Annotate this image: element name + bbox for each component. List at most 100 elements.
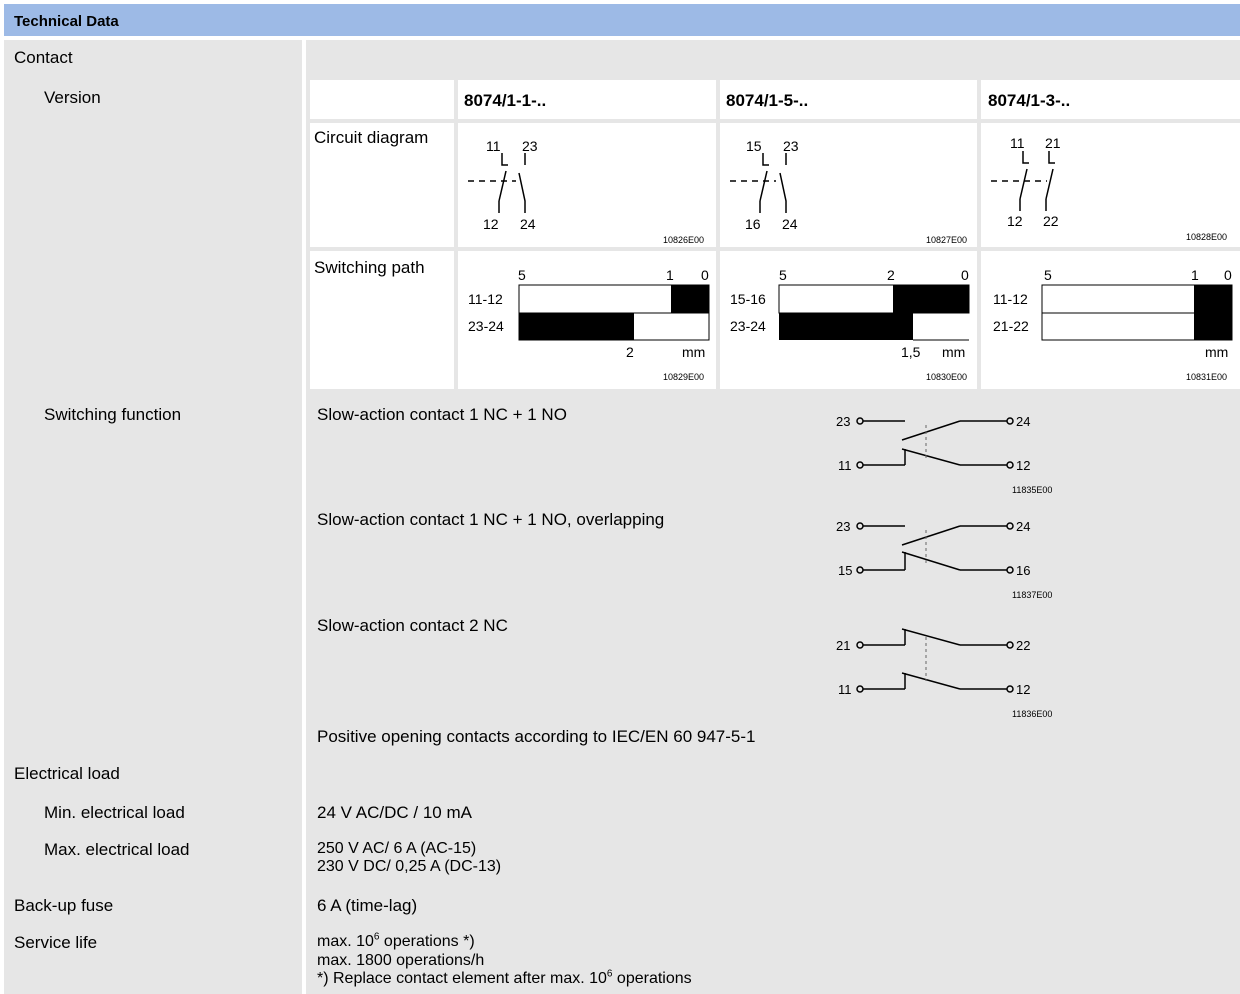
min-load-value: 24 V AC/DC / 10 mA	[317, 803, 472, 822]
circuit-3-top-b: 21	[1045, 135, 1061, 151]
function-2-code: 11837E00	[1012, 590, 1052, 600]
function-3-bottom-right: 12	[1016, 682, 1030, 697]
version-cell-1: 8074/1-1-..	[458, 80, 716, 119]
circuit-1-top-a: 11	[486, 138, 501, 154]
function-diagram-2: 23 24 15 16 11837E00	[836, 519, 1052, 600]
service-life-1-pre: max. 10	[317, 933, 374, 950]
section-title: Technical Data	[14, 13, 119, 30]
circuit-cell-1	[458, 123, 716, 247]
path-2-tick-b: 2	[887, 267, 895, 283]
circuit-1-bottom-b: 24	[520, 216, 536, 232]
circuit-diagram-3: 11 21 12 22 10828E00	[991, 135, 1227, 242]
label-service-life: Service life	[14, 933, 98, 952]
function-3-top-right: 22	[1016, 638, 1030, 653]
label-backup-fuse: Back-up fuse	[14, 896, 114, 915]
label-min-load: Min. electrical load	[44, 803, 185, 822]
path-3-tick-a: 5	[1044, 267, 1052, 283]
version-2: 8074/1-5-..	[726, 91, 809, 110]
section-header: Technical Data	[4, 4, 1240, 36]
circuit-3-bottom-b: 22	[1043, 213, 1059, 229]
function-2-text: Slow-action contact 1 NC + 1 NO, overlap…	[317, 510, 665, 529]
path-3-code: 10831E00	[1186, 372, 1227, 382]
function-2-top-right: 24	[1016, 519, 1030, 534]
path-2-code: 10830E00	[926, 372, 967, 382]
service-life-3-sup: 6	[606, 968, 613, 980]
function-2-bottom-right: 16	[1016, 563, 1030, 578]
circuit-label-cell: Circuit diagram	[310, 123, 454, 247]
switching-path-3: 5 1 0 11-12 21-22 mm 10831E00	[993, 267, 1233, 382]
label-version: Version	[44, 88, 101, 107]
circuit-3-top-a: 11	[1010, 135, 1025, 151]
switching-path-label: Switching path	[314, 258, 425, 277]
path-3-tick-b: 1	[1191, 267, 1199, 283]
function-3-code: 11836E00	[1012, 709, 1052, 719]
circuit-2-bottom-b: 24	[782, 216, 798, 232]
path-1-bottom: 2	[626, 344, 634, 360]
function-3-top-left: 21	[836, 638, 850, 653]
service-life-3-post: operations	[612, 970, 692, 987]
circuit-cell-3	[981, 123, 1240, 247]
function-1-text: Slow-action contact 1 NC + 1 NO	[317, 405, 567, 424]
function-diagram-3: 21 22 11 12 11836E00	[836, 628, 1052, 719]
service-life-line-1: max. 106 operations *)	[317, 932, 475, 950]
service-life-3-pre: *) Replace contact element after max. 10	[317, 970, 607, 987]
label-electrical-load: Electrical load	[14, 764, 120, 783]
version-header-blank	[310, 80, 454, 119]
circuit-cell-2	[720, 123, 977, 247]
path-2-tick-c: 0	[961, 267, 969, 283]
label-max-load: Max. electrical load	[44, 840, 190, 859]
path-2-bottom: 1,5	[901, 344, 921, 360]
path-2-row-b: 23-24	[730, 318, 766, 334]
function-2-bottom-left: 15	[838, 563, 852, 578]
version-3: 8074/1-3-..	[988, 91, 1071, 110]
max-load-value-2: 230 V DC/ 0,25 A (DC-13)	[317, 858, 502, 875]
path-2-tick-a: 5	[779, 267, 787, 283]
max-load-value-1: 250 V AC/ 6 A (AC-15)	[317, 840, 477, 857]
circuit-diagram-label: Circuit diagram	[314, 128, 429, 147]
version-1: 8074/1-1-..	[464, 91, 547, 110]
label-switching-function: Switching function	[44, 405, 182, 424]
function-3-bottom-left: 11	[838, 682, 852, 697]
circuit-2-bottom-a: 16	[745, 216, 761, 232]
backup-fuse-value: 6 A (time-lag)	[317, 896, 418, 915]
label-column	[4, 40, 302, 994]
switching-path-2: 5 2 0 15-16 23-24 1,5 mm 10830E00	[730, 267, 970, 382]
path-1-row-a: 11-12	[468, 291, 503, 307]
circuit-1-top-b: 23	[522, 138, 538, 154]
circuit-2-code: 10827E00	[926, 235, 967, 245]
service-life-1-sup: 6	[373, 931, 380, 943]
function-1-bottom-left: 11	[838, 458, 852, 473]
path-label-cell: Switching path	[310, 251, 454, 389]
circuit-diagram-1: 11 23 12 24 10826E00	[468, 138, 704, 245]
path-1-tick-b: 1	[666, 267, 674, 283]
function-3-text: Slow-action contact 2 NC	[317, 616, 508, 635]
circuit-1-bottom-a: 12	[483, 216, 499, 232]
service-life-line-2: max. 1800 operations/h	[317, 952, 485, 969]
service-life-line-3: *) Replace contact element after max. 10…	[317, 969, 692, 987]
version-cell-2: 8074/1-5-..	[720, 80, 977, 119]
version-cell-3: 8074/1-3-..	[981, 80, 1240, 119]
circuit-3-bottom-a: 12	[1007, 213, 1023, 229]
circuit-2-top-b: 23	[783, 138, 799, 154]
path-1-tick-c: 0	[701, 267, 709, 283]
path-1-code: 10829E00	[663, 372, 704, 382]
circuit-1-code: 10826E00	[663, 235, 704, 245]
circuit-3-code: 10828E00	[1186, 232, 1227, 242]
label-contact: Contact	[14, 48, 73, 67]
function-1-top-left: 23	[836, 414, 850, 429]
path-3-row-a: 11-12	[993, 291, 1028, 307]
path-2-unit: mm	[942, 344, 965, 360]
function-1-bottom-right: 12	[1016, 458, 1030, 473]
switching-path-1: 5 1 0 11-12 23-24 2 mm 10829E00	[468, 267, 710, 382]
service-life-1-post: operations *)	[379, 933, 475, 950]
function-1-top-right: 24	[1016, 414, 1030, 429]
path-3-unit: mm	[1205, 344, 1228, 360]
path-1-row-b: 23-24	[468, 318, 504, 334]
function-2-top-left: 23	[836, 519, 850, 534]
function-diagram-1: 23 24 11 12 11835E00	[836, 414, 1052, 495]
path-1-tick-a: 5	[518, 267, 526, 283]
path-2-row-a: 15-16	[730, 291, 766, 307]
function-1-code: 11835E00	[1012, 485, 1052, 495]
path-3-tick-c: 0	[1224, 267, 1232, 283]
circuit-2-top-a: 15	[746, 138, 762, 154]
